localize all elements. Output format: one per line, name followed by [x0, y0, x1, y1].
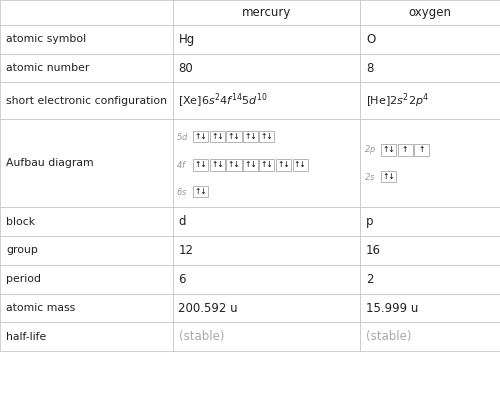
Text: 16: 16 [366, 244, 381, 257]
Bar [243, 159, 258, 170]
Bar [172, 236, 360, 265]
Bar [360, 265, 500, 294]
Text: 5$d$: 5$d$ [176, 131, 189, 142]
Bar [414, 144, 429, 156]
Bar [360, 0, 500, 25]
Bar [360, 54, 500, 82]
Bar [360, 207, 500, 236]
Text: ↑↓: ↑↓ [294, 160, 306, 170]
Bar [360, 294, 500, 322]
Bar [172, 207, 360, 236]
Bar [0, 207, 172, 236]
Bar [172, 0, 360, 25]
Bar [172, 294, 360, 322]
Text: ↑↓: ↑↓ [228, 132, 240, 141]
Text: period: period [6, 274, 41, 284]
Text: ↑: ↑ [402, 146, 408, 154]
Bar [194, 186, 208, 197]
Bar [172, 25, 360, 54]
Text: ↑↓: ↑↓ [211, 160, 224, 170]
Text: ↑↓: ↑↓ [211, 132, 224, 141]
Bar [0, 265, 172, 294]
Text: ↑: ↑ [418, 146, 424, 154]
Text: p: p [366, 215, 374, 228]
Text: [He]2$s^2$2$p^4$: [He]2$s^2$2$p^4$ [366, 92, 430, 110]
Text: 6: 6 [178, 273, 186, 286]
Bar [194, 131, 208, 142]
Text: (stable): (stable) [366, 330, 412, 343]
Bar [292, 159, 308, 170]
Bar [0, 54, 172, 82]
Text: ↑↓: ↑↓ [244, 132, 257, 141]
Bar [360, 82, 500, 119]
Bar [360, 119, 500, 207]
Text: 80: 80 [178, 62, 193, 74]
Text: ↑↓: ↑↓ [382, 172, 395, 181]
Text: mercury: mercury [242, 6, 291, 19]
Bar [243, 131, 258, 142]
Text: Aufbau diagram: Aufbau diagram [6, 158, 94, 168]
Bar [0, 0, 172, 25]
Text: (stable): (stable) [178, 330, 224, 343]
Text: ↑↓: ↑↓ [194, 187, 207, 196]
Text: ↑↓: ↑↓ [244, 160, 257, 170]
Bar [260, 159, 274, 170]
Text: 12: 12 [178, 244, 194, 257]
Bar [226, 159, 242, 170]
Bar [0, 25, 172, 54]
Text: 200.592 u: 200.592 u [178, 302, 238, 314]
Text: ↑↓: ↑↓ [382, 146, 395, 154]
Bar [172, 82, 360, 119]
Text: 2$s$: 2$s$ [364, 171, 376, 182]
Bar [226, 131, 242, 142]
Bar [360, 25, 500, 54]
Bar [0, 236, 172, 265]
Bar [172, 54, 360, 82]
Text: 2$p$: 2$p$ [364, 144, 376, 156]
Text: ↑↓: ↑↓ [228, 160, 240, 170]
Text: ↑↓: ↑↓ [260, 132, 274, 141]
Bar [210, 131, 225, 142]
Bar [360, 236, 500, 265]
Text: [Xe]6$s^2$4$f^{14}$5$d^{10}$: [Xe]6$s^2$4$f^{14}$5$d^{10}$ [178, 92, 268, 110]
Text: ↑↓: ↑↓ [194, 132, 207, 141]
Text: d: d [178, 215, 186, 228]
Bar [381, 144, 396, 156]
Bar [0, 294, 172, 322]
Text: atomic mass: atomic mass [6, 303, 75, 313]
Text: 6$s$: 6$s$ [176, 186, 188, 197]
Bar [398, 144, 412, 156]
Text: 4$f$: 4$f$ [176, 160, 188, 170]
Text: ↑↓: ↑↓ [260, 160, 274, 170]
Bar [172, 119, 360, 207]
Bar [172, 322, 360, 351]
Bar [172, 265, 360, 294]
Bar [210, 159, 225, 170]
Text: atomic symbol: atomic symbol [6, 34, 86, 44]
Text: 15.999 u: 15.999 u [366, 302, 418, 314]
Text: oxygen: oxygen [408, 6, 452, 19]
Text: short electronic configuration: short electronic configuration [6, 96, 167, 106]
Text: 8: 8 [366, 62, 374, 74]
Bar [260, 131, 274, 142]
Text: ↑↓: ↑↓ [194, 160, 207, 170]
Text: O: O [366, 33, 375, 46]
Bar [194, 159, 208, 170]
Text: Hg: Hg [178, 33, 195, 46]
Text: group: group [6, 245, 38, 255]
Text: atomic number: atomic number [6, 63, 89, 73]
Text: block: block [6, 216, 35, 226]
Bar [381, 171, 396, 182]
Text: ↑↓: ↑↓ [277, 160, 290, 170]
Bar [276, 159, 291, 170]
Text: half-life: half-life [6, 332, 46, 342]
Bar [0, 119, 172, 207]
Bar [360, 322, 500, 351]
Text: 2: 2 [366, 273, 374, 286]
Bar [0, 82, 172, 119]
Bar [0, 322, 172, 351]
